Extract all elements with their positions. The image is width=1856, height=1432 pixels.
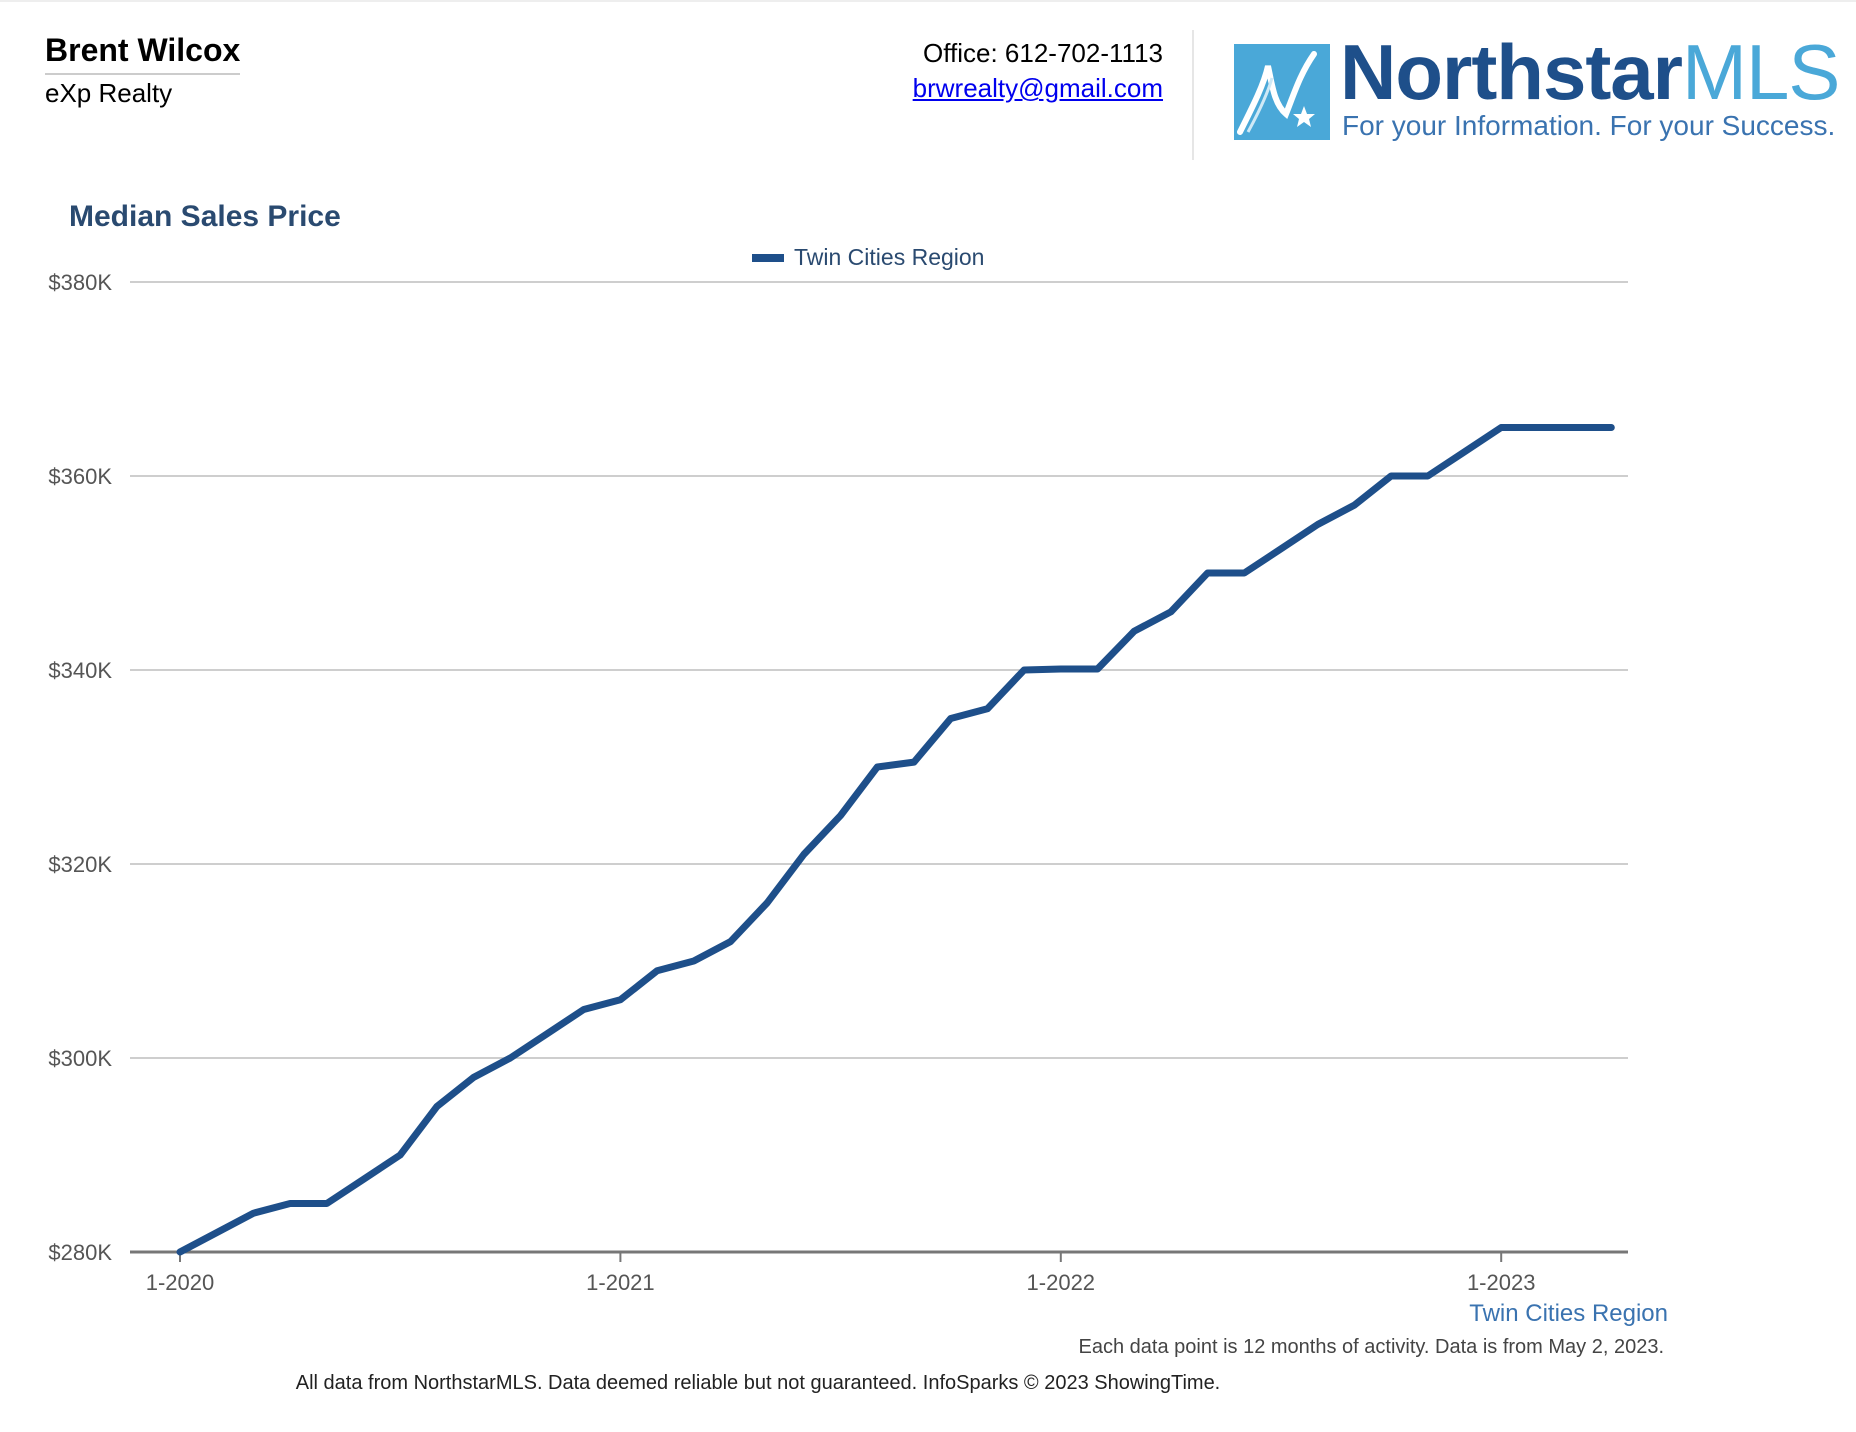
y-tick-label: $300K [48, 1046, 112, 1071]
legend-swatch [752, 253, 784, 262]
data-note: Each data point is 12 months of activity… [1078, 1336, 1664, 1358]
y-tick-label: $280K [48, 1240, 112, 1265]
chart-title: Median Sales Price [69, 200, 341, 233]
contact-block: Office: 612-702-1113 brwrealty@gmail.com [913, 36, 1163, 106]
agent-company: eXp Realty [45, 78, 173, 108]
x-tick-label: 1-2020 [146, 1270, 215, 1295]
chart-legend[interactable]: Twin Cities Region [752, 244, 984, 271]
x-tick-label: 1-2022 [1027, 1270, 1096, 1295]
logo-wordmark: NorthstarMLS [1340, 28, 1840, 116]
office-phone: Office: 612-702-1113 [923, 38, 1163, 68]
header-divider [1192, 30, 1194, 160]
x-axis: 1-2020 1-2021 1-2022 1-2023 [146, 1252, 1536, 1295]
top-border [0, 0, 1856, 2]
series-lines [176, 424, 1615, 1256]
y-tick-label: $320K [48, 852, 112, 877]
logo-word-accent: MLS [1682, 28, 1840, 116]
x-tick-label: 1-2023 [1467, 1270, 1536, 1295]
email-link[interactable]: brwrealty@gmail.com [912, 73, 1163, 103]
y-axis-ticks: $280K $300K $320K $340K $360K $380K [48, 270, 112, 1265]
x-tick-label: 1-2021 [586, 1270, 655, 1295]
logo-tagline: For your Information. For your Success. [1342, 110, 1836, 141]
y-tick-label: $360K [48, 464, 112, 489]
agent-name: Brent Wilcox [45, 32, 241, 75]
y-tick-label: $380K [48, 270, 112, 295]
legend-label: Twin Cities Region [794, 244, 985, 270]
series-line-twin-cities-region [176, 424, 1615, 1256]
logo-word-main: Northstar [1340, 28, 1683, 116]
y-tick-label: $340K [48, 658, 112, 683]
footer-disclaimer: All data from NorthstarMLS. Data deemed … [295, 1372, 1221, 1394]
northstar-logo-icon [1234, 44, 1330, 140]
bottom-region-label: Twin Cities Region [1469, 1300, 1668, 1327]
grid-lines [130, 281, 1628, 1254]
